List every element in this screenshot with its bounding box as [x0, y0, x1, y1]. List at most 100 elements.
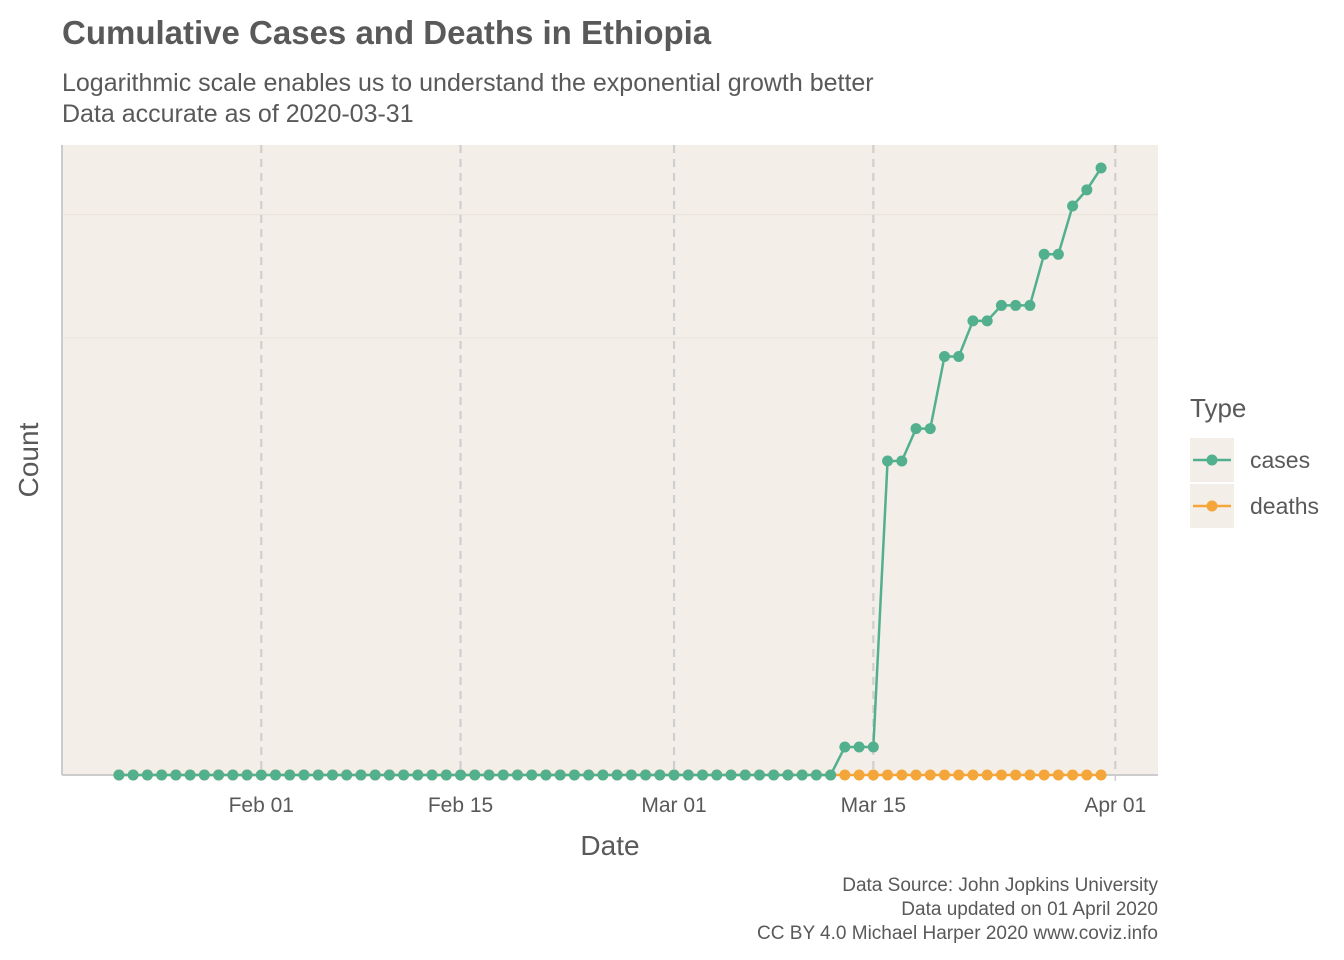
data-point	[284, 769, 296, 781]
data-point	[526, 769, 538, 781]
data-point	[654, 769, 666, 781]
data-point	[469, 769, 481, 781]
data-point	[241, 769, 253, 781]
data-point	[981, 315, 993, 327]
y-axis-title: Count	[13, 422, 44, 497]
data-point	[810, 769, 822, 781]
data-point	[583, 769, 595, 781]
data-point	[1052, 248, 1064, 260]
series-line	[118, 167, 1103, 777]
data-point	[1024, 299, 1036, 311]
x-tick-label: Feb 15	[428, 794, 493, 817]
data-point	[455, 769, 467, 781]
data-point	[640, 769, 652, 781]
data-point	[1081, 769, 1093, 781]
x-tick-label: Apr 01	[1084, 794, 1146, 817]
data-point	[725, 769, 737, 781]
data-point	[398, 769, 410, 781]
data-point	[953, 769, 965, 781]
data-point	[839, 741, 851, 753]
data-point	[938, 769, 950, 781]
data-point	[1095, 162, 1107, 174]
data-point	[497, 769, 509, 781]
x-axis-title: Date	[580, 830, 639, 861]
data-point	[298, 769, 310, 781]
legend-point	[1206, 500, 1218, 512]
data-point	[668, 769, 680, 781]
caption: CC BY 4.0 Michael Harper 2020 www.coviz.…	[757, 923, 1158, 944]
data-point	[995, 769, 1007, 781]
data-point	[1067, 200, 1079, 212]
data-point	[326, 769, 338, 781]
data-point	[711, 769, 723, 781]
data-point	[796, 769, 808, 781]
data-point	[867, 741, 879, 753]
data-point	[554, 769, 566, 781]
subtitle: Data accurate as of 2020-03-31	[62, 100, 414, 128]
data-point	[511, 769, 523, 781]
x-tick-label: Feb 01	[229, 794, 294, 817]
data-point	[355, 769, 367, 781]
legend-label: deaths	[1250, 493, 1319, 519]
data-point	[981, 769, 993, 781]
data-point	[910, 423, 922, 435]
data-point	[967, 315, 979, 327]
data-point	[227, 769, 239, 781]
data-point	[170, 769, 182, 781]
caption: Data Source: John Jopkins University	[842, 875, 1158, 896]
data-point	[882, 769, 894, 781]
data-point	[369, 769, 381, 781]
panel	[62, 145, 1158, 775]
data-point	[896, 769, 908, 781]
data-point	[1010, 769, 1022, 781]
data-point	[995, 299, 1007, 311]
data-point	[1038, 769, 1050, 781]
x-tick-label: Mar 15	[841, 794, 906, 817]
caption: Data updated on 01 April 2020	[901, 899, 1158, 920]
data-point	[625, 769, 637, 781]
data-point	[611, 769, 623, 781]
data-point	[853, 741, 865, 753]
data-point	[1095, 769, 1107, 781]
subtitle: Logarithmic scale enables us to understa…	[62, 69, 874, 97]
data-point	[312, 769, 324, 781]
data-point	[1010, 299, 1022, 311]
x-tick-label: Mar 01	[641, 794, 706, 817]
data-point	[739, 769, 751, 781]
data-point	[825, 769, 837, 781]
data-point	[540, 769, 552, 781]
legend-label: cases	[1250, 447, 1310, 473]
data-point	[213, 769, 225, 781]
data-point	[383, 769, 395, 781]
data-point	[682, 769, 694, 781]
data-point	[938, 351, 950, 363]
data-point	[1052, 769, 1064, 781]
data-point	[426, 769, 438, 781]
data-point	[440, 769, 452, 781]
data-point	[867, 769, 879, 781]
data-point	[953, 351, 965, 363]
data-point	[127, 769, 139, 781]
data-point	[184, 769, 196, 781]
data-point	[967, 769, 979, 781]
data-point	[341, 769, 353, 781]
data-point	[882, 455, 894, 467]
data-point	[782, 769, 794, 781]
chart-title: Cumulative Cases and Deaths in Ethiopia	[62, 14, 712, 51]
data-point	[753, 769, 765, 781]
data-point	[597, 769, 609, 781]
legend-point	[1206, 454, 1218, 466]
data-point	[768, 769, 780, 781]
data-point	[1081, 184, 1093, 196]
data-point	[697, 769, 709, 781]
data-point	[141, 769, 153, 781]
data-point	[198, 769, 210, 781]
data-point	[255, 769, 267, 781]
legend-title: Type	[1190, 393, 1246, 423]
data-point	[412, 769, 424, 781]
data-point	[924, 769, 936, 781]
data-point	[839, 769, 851, 781]
data-point	[483, 769, 495, 781]
data-point	[924, 423, 936, 435]
